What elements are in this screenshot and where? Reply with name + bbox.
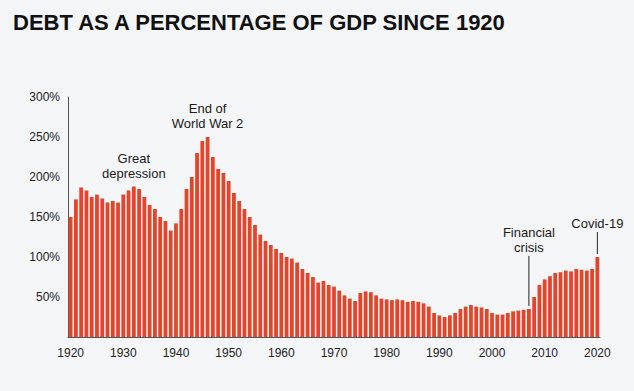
svg-text:Great: Great xyxy=(118,151,151,166)
svg-text:1930: 1930 xyxy=(110,346,137,360)
svg-text:1990: 1990 xyxy=(426,346,453,360)
svg-text:1960: 1960 xyxy=(268,346,295,360)
svg-text:depression: depression xyxy=(102,166,166,181)
svg-text:300%: 300% xyxy=(29,90,60,104)
svg-text:crisis: crisis xyxy=(514,240,544,255)
svg-text:1950: 1950 xyxy=(215,346,242,360)
svg-text:2010: 2010 xyxy=(531,346,558,360)
svg-text:2020: 2020 xyxy=(584,346,611,360)
svg-text:Financial: Financial xyxy=(503,225,555,240)
svg-text:1940: 1940 xyxy=(163,346,190,360)
svg-text:DEBT AS A PERCENTAGE OF GDP SI: DEBT AS A PERCENTAGE OF GDP SINCE 1920 xyxy=(13,10,505,35)
svg-text:1920: 1920 xyxy=(57,346,84,360)
svg-text:2000: 2000 xyxy=(479,346,506,360)
svg-text:World War 2: World War 2 xyxy=(172,116,244,131)
svg-text:250%: 250% xyxy=(29,130,60,144)
svg-text:200%: 200% xyxy=(29,170,60,184)
svg-text:End of: End of xyxy=(189,101,227,116)
svg-text:50%: 50% xyxy=(36,290,60,304)
svg-text:100%: 100% xyxy=(29,250,60,264)
svg-text:1980: 1980 xyxy=(373,346,400,360)
svg-text:Covid-19: Covid-19 xyxy=(571,216,623,231)
svg-text:1970: 1970 xyxy=(321,346,348,360)
svg-text:150%: 150% xyxy=(29,210,60,224)
